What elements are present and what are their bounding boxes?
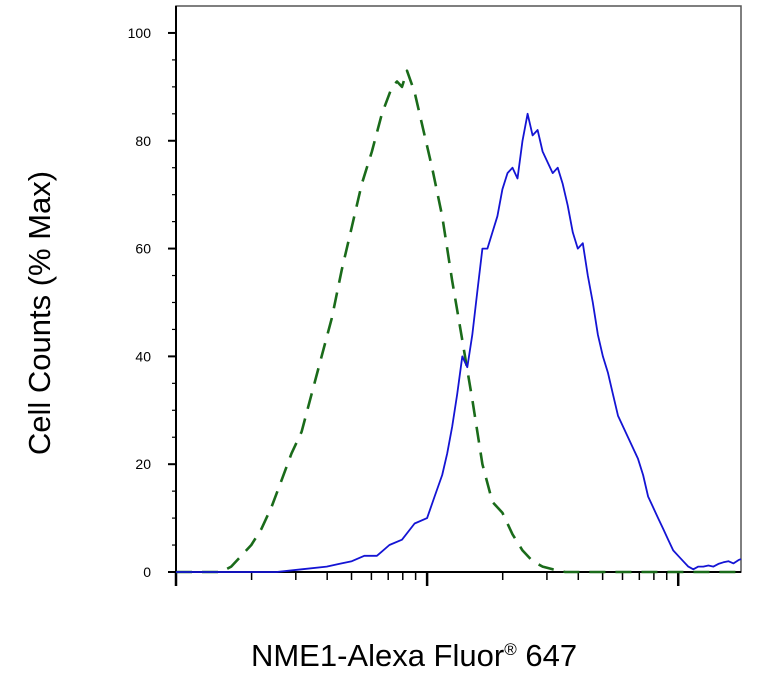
series-layer <box>176 69 742 574</box>
x-axis-title: NME1-Alexa Fluor® 647 <box>251 638 577 673</box>
x-axis-title-tail: 647 <box>517 638 577 673</box>
y-tick-label: 100 <box>128 25 152 41</box>
series-line-control-dashed <box>176 69 741 574</box>
series-line-sample-solid <box>176 112 742 573</box>
y-tick-label: 60 <box>135 241 151 257</box>
y-tick-label: 0 <box>143 564 151 580</box>
y-tick-label: 80 <box>135 133 151 149</box>
y-axis <box>168 6 177 573</box>
y-tick-labels: 0 20 40 60 80 100 <box>128 25 152 580</box>
y-tick-label: 40 <box>135 348 151 364</box>
y-axis-title: Cell Counts (% Max) <box>22 171 57 455</box>
registered-mark: ® <box>504 640 517 659</box>
x-axis-title-main: NME1-Alexa Fluor <box>251 638 504 673</box>
x-axis <box>174 571 741 586</box>
plot-frame <box>175 5 742 573</box>
y-tick-label: 20 <box>135 456 151 472</box>
